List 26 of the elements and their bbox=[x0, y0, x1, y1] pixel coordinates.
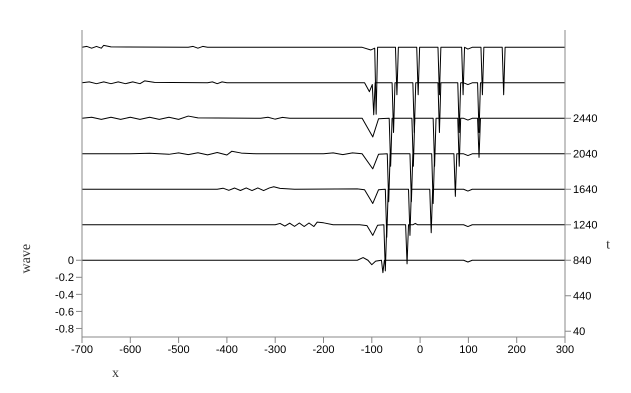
y2-tick-label: 2440 bbox=[573, 113, 598, 126]
y2-tick-label: 440 bbox=[573, 290, 592, 303]
x-tick-label: 0 bbox=[417, 344, 424, 356]
y-tick-label: -0.4 bbox=[55, 289, 74, 302]
y-tick-label: -0.2 bbox=[55, 272, 74, 284]
y2-tick-label: 40 bbox=[573, 326, 586, 338]
x-tick-label: -300 bbox=[264, 344, 286, 356]
y2-tick-label: 1240 bbox=[573, 220, 598, 232]
x-tick-label: -600 bbox=[119, 344, 142, 356]
y-axis-title: wave bbox=[18, 244, 34, 274]
x-axis-title: x bbox=[112, 366, 119, 381]
y-tick-label: -0.8 bbox=[55, 323, 74, 336]
x-tick-label: -100 bbox=[360, 344, 383, 356]
y-tick-label: -0.6 bbox=[55, 306, 74, 318]
x-tick-label: -500 bbox=[168, 344, 190, 356]
y-tick-label: 0 bbox=[68, 255, 74, 268]
x-tick-label: 200 bbox=[508, 344, 526, 356]
x-tick-label: -200 bbox=[312, 344, 335, 356]
x-tick-label: 300 bbox=[556, 344, 574, 356]
x-tick-label: 100 bbox=[459, 344, 478, 356]
y2-tick-label: 1640 bbox=[573, 184, 598, 196]
y2-tick-label: 840 bbox=[573, 255, 592, 268]
y2-axis-title: t bbox=[606, 237, 610, 252]
x-tick-label: -700 bbox=[70, 344, 94, 356]
x-tick-label: -400 bbox=[216, 344, 238, 356]
y2-tick-label: 2040 bbox=[573, 148, 598, 161]
